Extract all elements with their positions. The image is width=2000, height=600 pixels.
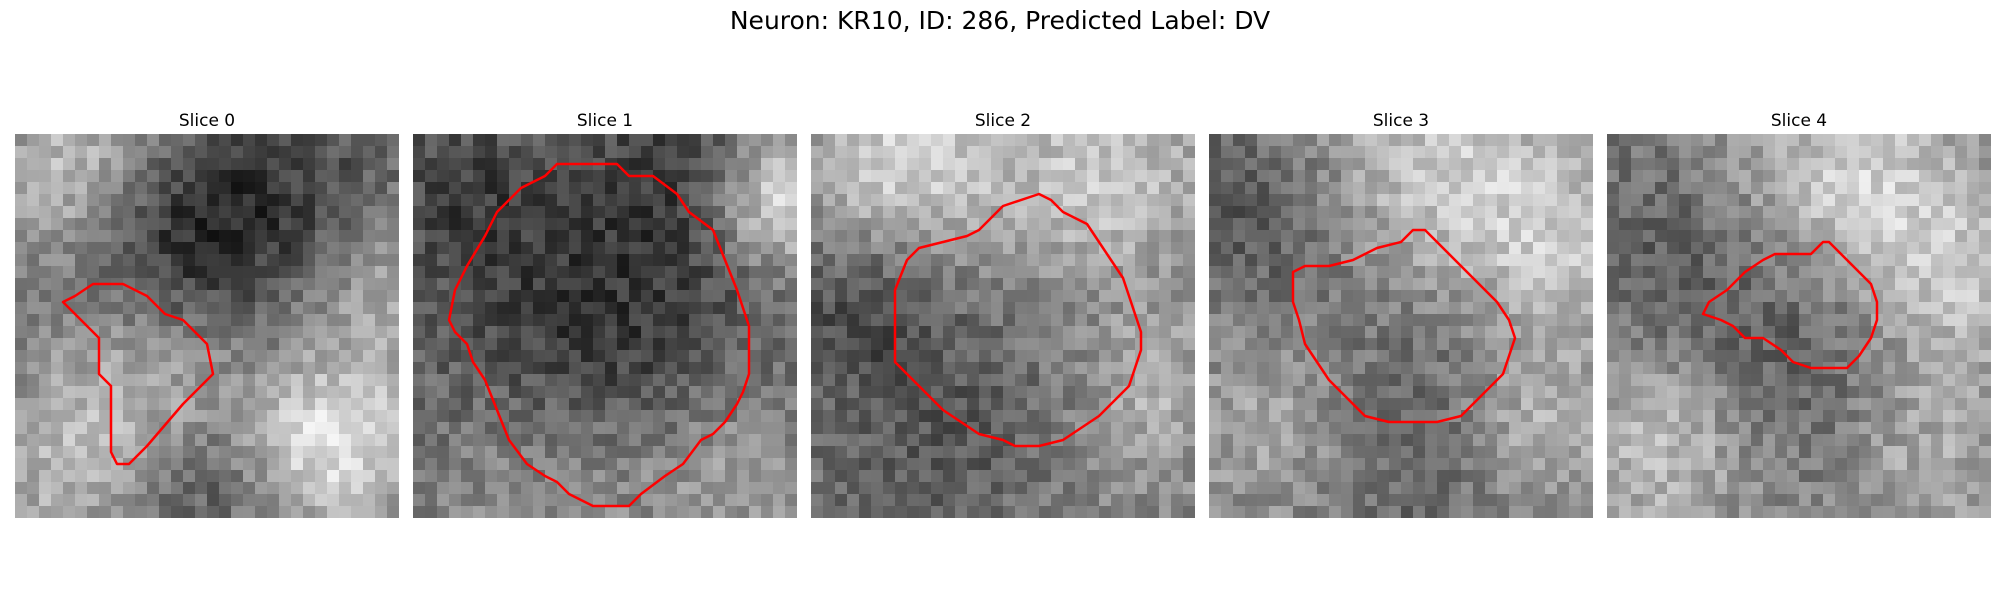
slice-image [811, 134, 1195, 518]
slice-panel-2: Slice 2 [811, 108, 1195, 518]
slice-title: Slice 2 [974, 111, 1032, 131]
figure-title: Neuron: KR10, ID: 286, Predicted Label: … [729, 6, 1271, 35]
roi-contour [447, 162, 751, 508]
slice-image [1209, 134, 1593, 518]
roi-contour [893, 192, 1143, 448]
slice-panel-4: Slice 4 [1607, 108, 1991, 518]
roi-contour [61, 282, 215, 466]
slice-image [413, 134, 797, 518]
roi-contour [1701, 240, 1879, 370]
slice-panel-1: Slice 1 [413, 108, 797, 518]
slice-title: Slice 3 [1372, 111, 1430, 131]
roi-contour [1291, 228, 1517, 424]
slice-title: Slice 0 [178, 111, 236, 131]
slice-panel-3: Slice 3 [1209, 108, 1593, 518]
slice-image [15, 134, 399, 518]
slice-image [1607, 134, 1991, 518]
slice-title: Slice 4 [1770, 111, 1828, 131]
slice-panel-0: Slice 0 [15, 108, 399, 518]
slice-title: Slice 1 [576, 111, 634, 131]
